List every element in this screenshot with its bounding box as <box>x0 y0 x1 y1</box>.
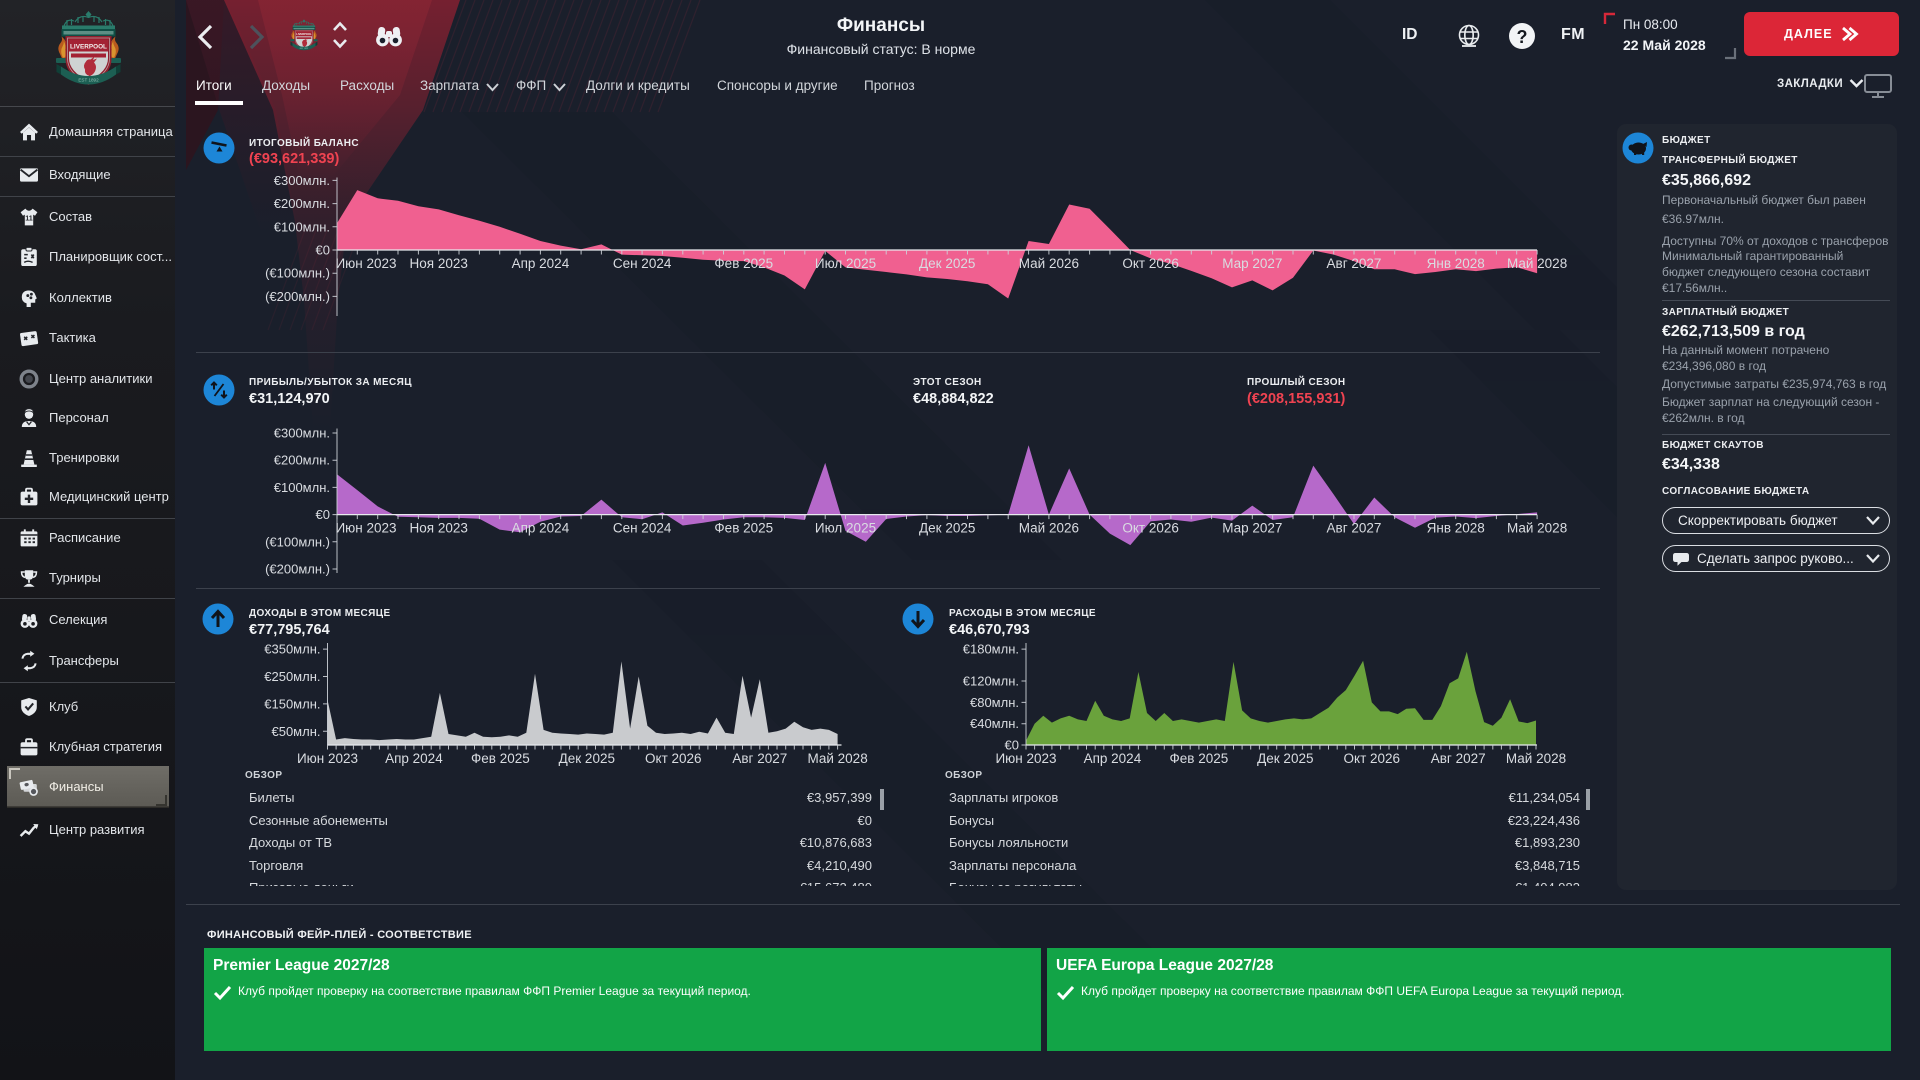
svg-text:(€100млн.): (€100млн.) <box>265 266 330 281</box>
svg-text:€120млн.: €120млн. <box>963 674 1019 689</box>
svg-text:LIVERPOOL: LIVERPOOL <box>70 44 107 51</box>
svg-text:Май 2028: Май 2028 <box>1507 521 1567 536</box>
svg-text:€250млн.: €250млн. <box>264 669 320 684</box>
svg-text:€50млн.: €50млн. <box>271 724 320 739</box>
svg-text:€0: €0 <box>316 243 330 258</box>
svg-text:Янв 2028: Янв 2028 <box>1427 521 1485 536</box>
svg-text:€300млн.: €300млн. <box>274 173 330 188</box>
svg-text:Дек 2025: Дек 2025 <box>919 256 975 271</box>
svg-text:11: 11 <box>25 214 33 223</box>
svg-text:Окт 2026: Окт 2026 <box>1122 256 1179 271</box>
svg-text:€150млн.: €150млн. <box>264 696 320 711</box>
svg-text:Май 2026: Май 2026 <box>1019 256 1079 271</box>
svg-text:Фев 2025: Фев 2025 <box>714 521 773 536</box>
svg-text:Июн 2023: Июн 2023 <box>995 751 1056 766</box>
svg-text:Июл 2025: Июл 2025 <box>815 256 876 271</box>
svg-text:€300млн.: €300млн. <box>274 426 330 441</box>
svg-text:€350млн.: €350млн. <box>264 642 320 657</box>
svg-text:Апр 2024: Апр 2024 <box>385 751 443 766</box>
svg-text:(€200млн.): (€200млн.) <box>265 289 330 304</box>
svg-text:Сен 2024: Сен 2024 <box>613 521 672 536</box>
svg-text:Ноя 2023: Ноя 2023 <box>410 256 468 271</box>
svg-text:€0: €0 <box>1005 738 1019 753</box>
svg-text:Авг 2027: Авг 2027 <box>1431 751 1486 766</box>
svg-text:LIVERPOOL: LIVERPOOL <box>296 32 312 36</box>
svg-text:Июн 2023: Июн 2023 <box>335 521 396 536</box>
svg-text:Июл 2025: Июл 2025 <box>815 521 876 536</box>
svg-text:Фев 2025: Фев 2025 <box>471 751 530 766</box>
svg-text:Май 2028: Май 2028 <box>807 751 867 766</box>
svg-text:Апр 2024: Апр 2024 <box>512 521 570 536</box>
svg-text:€180млн.: €180млн. <box>963 642 1019 657</box>
svg-text:Дек 2025: Дек 2025 <box>559 751 615 766</box>
svg-text:€200млн.: €200млн. <box>274 196 330 211</box>
svg-text:Май 2026: Май 2026 <box>1019 521 1079 536</box>
svg-text:Апр 2024: Апр 2024 <box>1084 751 1142 766</box>
svg-text:€100млн.: €100млн. <box>274 219 330 234</box>
svg-text:€80млн.: €80млн. <box>970 695 1019 710</box>
svg-text:Сен 2024: Сен 2024 <box>613 256 672 271</box>
svg-text:Мар 2027: Мар 2027 <box>1222 521 1282 536</box>
svg-text:Фев 2025: Фев 2025 <box>714 256 773 271</box>
svg-text:Май 2028: Май 2028 <box>1506 751 1566 766</box>
svg-text:€40млн.: €40млн. <box>970 716 1019 731</box>
svg-text:Окт 2026: Окт 2026 <box>1344 751 1401 766</box>
svg-text:Авг 2027: Авг 2027 <box>1327 256 1382 271</box>
svg-text:Янв 2028: Янв 2028 <box>1427 256 1485 271</box>
svg-text:Авг 2027: Авг 2027 <box>732 751 787 766</box>
svg-text:EST 1892: EST 1892 <box>78 78 99 83</box>
svg-text:(€100млн.): (€100млн.) <box>265 534 330 549</box>
svg-text:Дек 2025: Дек 2025 <box>1257 751 1313 766</box>
svg-text:€0: €0 <box>316 507 330 522</box>
svg-text:Окт 2026: Окт 2026 <box>645 751 702 766</box>
svg-text:Апр 2024: Апр 2024 <box>512 256 570 271</box>
svg-text:€100млн.: €100млн. <box>274 480 330 495</box>
svg-text:(€200млн.): (€200млн.) <box>265 562 330 577</box>
svg-text:Окт 2026: Окт 2026 <box>1122 521 1179 536</box>
svg-text:Мар 2027: Мар 2027 <box>1222 256 1282 271</box>
svg-text:Фев 2025: Фев 2025 <box>1170 751 1229 766</box>
svg-text:€200млн.: €200млн. <box>274 453 330 468</box>
svg-text:EST 1892: EST 1892 <box>300 48 309 50</box>
svg-text:Май 2028: Май 2028 <box>1507 256 1567 271</box>
svg-text:Июн 2023: Июн 2023 <box>335 256 396 271</box>
svg-text:Ноя 2023: Ноя 2023 <box>410 521 468 536</box>
svg-text:Июн 2023: Июн 2023 <box>297 751 358 766</box>
svg-text:?: ? <box>1517 27 1528 47</box>
svg-text:Авг 2027: Авг 2027 <box>1327 521 1382 536</box>
svg-text:Дек 2025: Дек 2025 <box>919 521 975 536</box>
